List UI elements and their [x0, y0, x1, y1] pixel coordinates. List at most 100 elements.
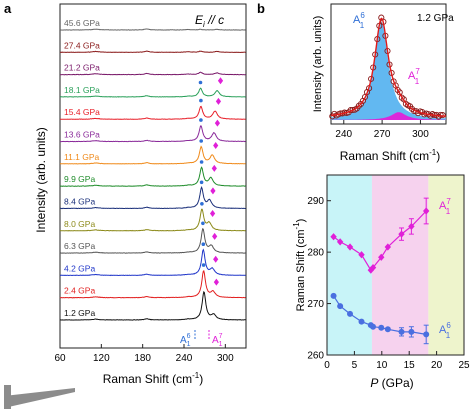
x-tick-label: 240: [176, 353, 193, 364]
diamond-point: [408, 222, 415, 231]
x-tick-label: 25: [458, 360, 470, 371]
pressure-label: 9.9 GPa: [64, 174, 95, 184]
panel-a-peak-markers: [198, 77, 224, 286]
decorative-wedge: [4, 385, 75, 409]
spectrum-line: [59, 145, 246, 165]
data-point: [355, 102, 362, 109]
circle-point: [347, 310, 354, 317]
pressure-label: 21.2 GPa: [64, 63, 100, 73]
a17-marker: [213, 141, 219, 149]
spectrum-line: [60, 185, 246, 210]
a17-marker: [215, 97, 222, 105]
a16-marker: [201, 242, 206, 246]
component-fill: [331, 22, 446, 120]
x-tick-label: 5: [352, 360, 358, 371]
diamond-point: [358, 251, 365, 259]
spectrum-line: [59, 166, 246, 187]
panel-a-frame: [59, 3, 247, 349]
b-top-a17-label: A7 1: [408, 67, 420, 86]
diamond-point: [384, 243, 392, 251]
spectrum-line: [60, 208, 246, 232]
x-tick-label: 60: [54, 353, 66, 364]
a17-marker: [210, 187, 216, 195]
panel-b-bottom-frame: [326, 174, 465, 356]
panel-b-top-fills: [331, 22, 446, 120]
panel-a-y-axis-label: Intensity (arb. units): [34, 127, 48, 232]
panel-b-bottom-x-ticks: 0 5 10 15 20 25: [324, 351, 470, 371]
panel-a-x-axis-label: Raman Shift (cm-1): [103, 371, 203, 386]
circle-point: [378, 324, 385, 331]
spectrum-line: [59, 105, 246, 120]
a16-marker: [199, 118, 203, 122]
x-tick-label: 300: [217, 353, 234, 364]
a17-marker: [212, 232, 218, 240]
y-tick-label: 270: [307, 299, 324, 310]
pressure-label: 1.2 GPa: [64, 308, 95, 318]
a16-marker: [200, 202, 204, 206]
x-tick-label: 270: [374, 129, 391, 140]
panel-b-top-frame: [330, 3, 447, 125]
a17-mode-label: A7 1: [212, 333, 223, 348]
data-point: [349, 106, 356, 114]
circle-point: [398, 328, 405, 335]
spectrum-line: [60, 71, 246, 76]
panel-a-spectra: [59, 28, 246, 321]
panel-b-bottom-y-axis-label: Raman Shift (cm-1): [292, 219, 307, 312]
panel-a-x-ticks: 60 120 180 240 300: [54, 344, 234, 364]
x-tick-label: 20: [431, 360, 443, 371]
a16-mode-label: A6 1: [180, 333, 191, 348]
panel-b-label: b: [257, 1, 265, 16]
x-tick-label: 240: [335, 129, 352, 140]
panel-b-top: b 240 270 300 1.2 GPa A6 1 A7 1 Raman Shift …: [257, 1, 454, 163]
panel-b-top-x-axis-label: Raman Shift (cm-1): [340, 148, 440, 163]
diamond-point: [398, 230, 405, 238]
panel-b-top-pressure: 1.2 GPa: [417, 13, 454, 24]
data-point: [435, 113, 442, 120]
panel-b-bottom-series: [330, 197, 430, 345]
a16-marker: [199, 139, 203, 143]
panel-b-top-x-ticks: 240 270 300: [335, 120, 429, 140]
b-bottom-a16-label: A6 1: [439, 321, 451, 340]
diamond-point: [369, 263, 377, 272]
spectrum-line: [59, 248, 246, 277]
a17-marker: [214, 119, 221, 127]
pressure-region: [327, 175, 372, 355]
diamond-point: [346, 243, 354, 251]
a16-marker: [199, 180, 204, 185]
diamond-point: [336, 238, 344, 246]
x-tick-label: 120: [93, 353, 110, 364]
spectrum-line: [59, 87, 246, 98]
wedge-bar: [4, 385, 11, 409]
diamond-point: [330, 233, 337, 241]
a17-marker: [213, 255, 219, 263]
wedge-shape: [4, 388, 75, 408]
diamond-point: [367, 266, 375, 274]
panel-a-label: a: [4, 1, 12, 16]
spectrum-line: [59, 28, 246, 31]
a17-marker: [213, 278, 219, 286]
circle-point: [408, 328, 415, 335]
circle-point: [384, 326, 391, 333]
panel-b-bottom-x-axis-label: P (GPa): [370, 376, 413, 390]
pressure-label: 2.4 GPa: [64, 286, 95, 296]
a16-marker: [201, 263, 206, 267]
pressure-label: 11.1 GPa: [64, 152, 100, 162]
circle-point: [358, 318, 365, 325]
circle-point: [330, 292, 337, 299]
pressure-label: 15.4 GPa: [64, 107, 100, 117]
pressure-label: 13.6 GPa: [64, 130, 100, 140]
x-tick-label: 10: [376, 360, 388, 371]
circle-point: [423, 331, 430, 338]
panel-a-pressure-labels: 1.2 GPa 2.4 GPa 4.2 GPa 6.3 GPa 8.0 GPa 8.4 G…: [64, 18, 100, 318]
a16-marker: [198, 80, 203, 85]
x-tick-label: 180: [134, 353, 151, 364]
panel-a: a Ei // c 1.2 GPa 2.4 GPa 4.2 GPa 6.3 GPa 8.…: [4, 1, 247, 386]
pressure-label: 45.6 GPa: [64, 18, 100, 28]
diamond-point: [378, 253, 385, 261]
panel-a-mode-labels: A6 1 A7 1: [180, 330, 223, 348]
pressure-label: 27.4 GPa: [64, 40, 100, 50]
x-tick-label: 300: [412, 129, 429, 140]
panel-b-top-y-axis-label: Intensity (arb. units): [312, 16, 324, 113]
panel-a-polarization-annotation: Ei // c: [195, 13, 224, 29]
